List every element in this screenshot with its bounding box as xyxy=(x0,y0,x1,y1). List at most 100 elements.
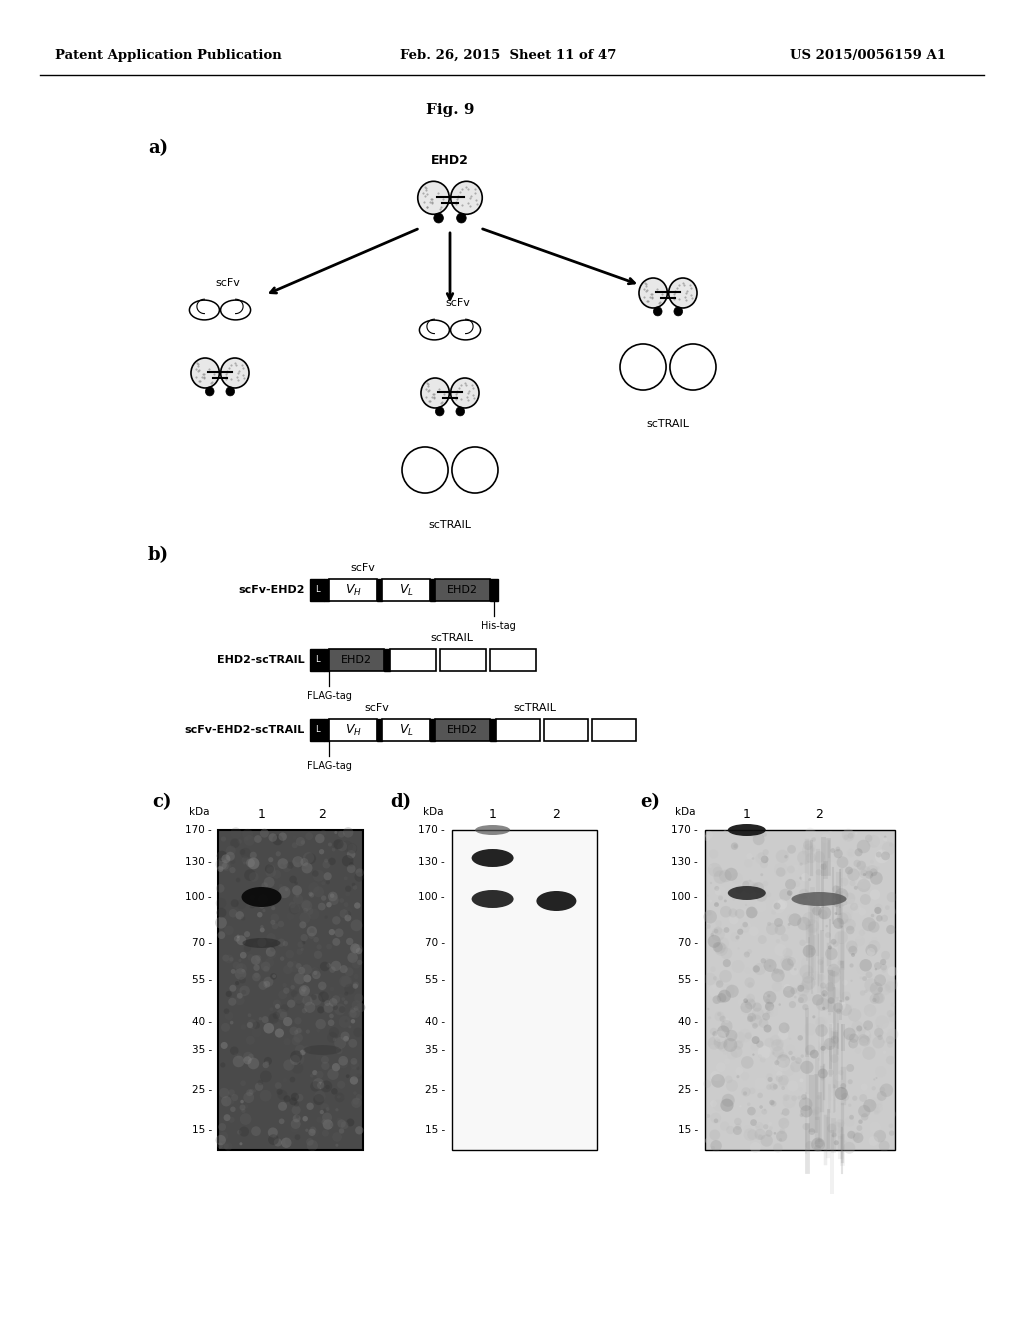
Circle shape xyxy=(224,1142,232,1151)
Circle shape xyxy=(766,1011,770,1014)
Circle shape xyxy=(709,865,712,869)
Circle shape xyxy=(851,979,853,982)
Circle shape xyxy=(355,1003,366,1012)
Circle shape xyxy=(337,1119,346,1127)
Circle shape xyxy=(788,1051,793,1055)
Circle shape xyxy=(750,1015,762,1027)
Ellipse shape xyxy=(639,279,668,308)
Circle shape xyxy=(872,993,884,1003)
Circle shape xyxy=(718,895,723,900)
Text: 170 -: 170 - xyxy=(185,825,212,836)
Circle shape xyxy=(246,858,255,867)
Circle shape xyxy=(887,1041,893,1048)
Circle shape xyxy=(889,843,893,846)
Circle shape xyxy=(848,1008,861,1022)
Circle shape xyxy=(750,1142,761,1152)
Circle shape xyxy=(848,945,857,954)
Circle shape xyxy=(776,978,782,983)
Circle shape xyxy=(714,906,718,909)
Circle shape xyxy=(833,1131,840,1138)
Circle shape xyxy=(800,862,803,866)
Circle shape xyxy=(293,836,297,840)
Circle shape xyxy=(741,1014,743,1016)
Circle shape xyxy=(792,1096,797,1101)
Circle shape xyxy=(312,970,321,979)
Circle shape xyxy=(836,1119,845,1127)
Circle shape xyxy=(783,956,793,965)
Circle shape xyxy=(253,1089,256,1093)
Circle shape xyxy=(717,985,728,995)
Circle shape xyxy=(330,894,335,898)
Circle shape xyxy=(874,904,883,912)
Circle shape xyxy=(788,1038,792,1040)
Circle shape xyxy=(755,1129,766,1140)
Circle shape xyxy=(820,1076,824,1081)
FancyBboxPatch shape xyxy=(390,649,436,671)
Circle shape xyxy=(223,1008,229,1014)
Circle shape xyxy=(821,833,830,843)
Circle shape xyxy=(333,939,340,946)
Circle shape xyxy=(308,933,314,939)
Circle shape xyxy=(865,972,872,978)
Circle shape xyxy=(758,853,765,859)
Circle shape xyxy=(865,944,878,956)
Circle shape xyxy=(735,1040,743,1048)
FancyBboxPatch shape xyxy=(430,579,435,601)
Circle shape xyxy=(330,966,336,973)
Circle shape xyxy=(864,1005,877,1016)
Circle shape xyxy=(735,909,744,919)
Circle shape xyxy=(742,921,748,928)
Text: EHD2: EHD2 xyxy=(341,655,372,665)
Circle shape xyxy=(806,925,816,936)
Circle shape xyxy=(244,1056,252,1064)
Text: L: L xyxy=(314,656,319,664)
Circle shape xyxy=(306,1138,313,1146)
Circle shape xyxy=(302,1001,305,1003)
Ellipse shape xyxy=(221,358,249,388)
Circle shape xyxy=(793,1056,798,1061)
Circle shape xyxy=(887,1010,894,1018)
Circle shape xyxy=(787,927,790,929)
Circle shape xyxy=(327,964,331,968)
Circle shape xyxy=(250,903,255,908)
Circle shape xyxy=(767,921,771,925)
Circle shape xyxy=(879,836,886,842)
Circle shape xyxy=(714,1118,718,1123)
Circle shape xyxy=(740,1002,753,1012)
Circle shape xyxy=(802,975,815,990)
Circle shape xyxy=(709,1044,719,1055)
Circle shape xyxy=(278,1090,288,1100)
Circle shape xyxy=(284,1096,291,1102)
Circle shape xyxy=(259,903,264,908)
Circle shape xyxy=(221,1096,231,1106)
Circle shape xyxy=(219,1135,224,1142)
Circle shape xyxy=(860,1084,867,1090)
Circle shape xyxy=(800,985,804,989)
Circle shape xyxy=(753,882,764,892)
Circle shape xyxy=(218,1123,226,1131)
Circle shape xyxy=(278,939,286,946)
Circle shape xyxy=(298,941,303,948)
Circle shape xyxy=(865,1031,869,1036)
Circle shape xyxy=(293,894,303,904)
Circle shape xyxy=(278,921,285,928)
Circle shape xyxy=(753,1002,762,1011)
Circle shape xyxy=(805,1044,815,1055)
Circle shape xyxy=(299,859,308,870)
Circle shape xyxy=(842,991,851,1001)
Circle shape xyxy=(826,1101,838,1111)
Circle shape xyxy=(839,998,843,1002)
Circle shape xyxy=(230,828,242,838)
Circle shape xyxy=(770,1101,776,1106)
FancyBboxPatch shape xyxy=(384,649,390,671)
Circle shape xyxy=(266,946,275,957)
Circle shape xyxy=(731,960,744,973)
Circle shape xyxy=(777,899,787,909)
Circle shape xyxy=(249,873,259,882)
Circle shape xyxy=(274,1082,282,1089)
Circle shape xyxy=(868,940,881,953)
Circle shape xyxy=(287,961,294,968)
Circle shape xyxy=(850,964,854,968)
Circle shape xyxy=(766,1084,772,1090)
Circle shape xyxy=(834,891,843,902)
